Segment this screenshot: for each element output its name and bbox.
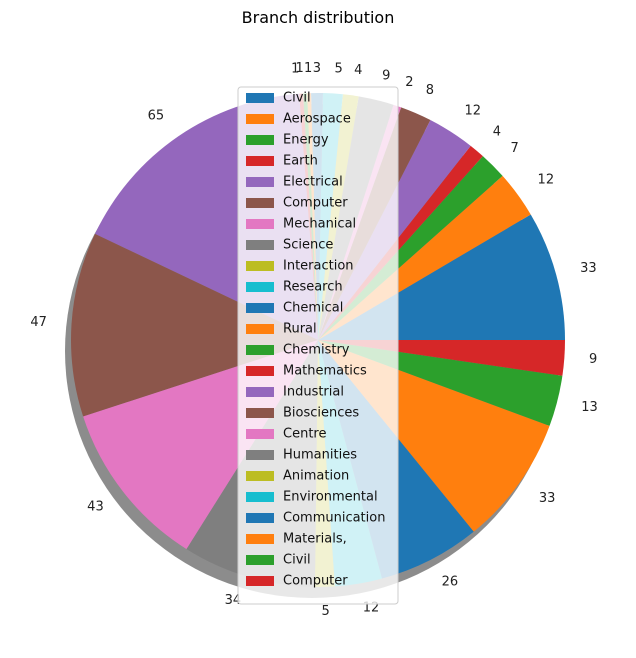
legend-label-15: Biosciences [283,406,359,421]
chart-title: Branch distribution [242,8,395,27]
legend-label-1: Aerospace [283,112,351,127]
legend-label-22: Civil [283,553,311,568]
slice-value-label-21: 33 [539,491,556,506]
slice-value-label-23: 9 [589,352,597,367]
legend-label-4: Electrical [283,175,343,190]
slice-value-label-10: 3 [313,61,321,76]
legend: Civil Aerospace Energy Earth Electrical Compu… [237,86,399,605]
legend-label-3: Earth [283,154,318,169]
slice-value-label-12: 1 [295,61,303,76]
legend-label-2: Energy [283,133,329,148]
legend-label-17: Humanities [283,448,357,463]
legend-swatch-3 [246,156,274,166]
legend-swatch-2 [246,135,274,145]
legend-swatch-6 [246,219,274,229]
legend-swatch-1 [246,114,274,124]
slice-value-label-14: 65 [148,109,165,124]
legend-swatch-10 [246,303,274,313]
legend-label-12: Chemistry [283,343,350,358]
legend-label-7: Science [283,238,333,253]
legend-swatch-14 [246,387,274,397]
legend-swatch-13 [246,366,274,376]
legend-swatch-22 [246,555,274,565]
legend-swatch-7 [246,240,274,250]
legend-label-10: Chemical [283,301,343,316]
slice-value-label-9: 5 [334,61,342,76]
pie-slice-15 [70,233,318,417]
legend-label-20: Communication [283,511,385,526]
legend-label-9: Research [283,280,343,295]
legend-label-21: Materials, [283,532,347,547]
slice-value-label-20: 26 [442,574,459,589]
legend-label-14: Industrial [283,385,344,400]
legend-swatch-16 [246,429,274,439]
legend-swatch-17 [246,450,274,460]
legend-label-6: Mechanical [283,217,356,232]
slice-value-label-7: 9 [382,68,390,83]
slice-value-label-1: 12 [538,172,555,187]
legend-swatch-8 [246,261,274,271]
legend-swatch-20 [246,513,274,523]
legend-swatch-4 [246,177,274,187]
slice-value-label-2: 7 [511,141,519,156]
slice-value-label-5: 8 [426,83,434,98]
slice-value-label-17: 34 [225,593,242,608]
legend-label-19: Environmental [283,490,378,505]
slice-value-label-4: 12 [464,104,481,119]
slice-value-label-15: 47 [30,315,47,330]
slice-value-label-13: 1 [291,61,299,76]
legend-swatch-12 [246,345,274,355]
slice-value-label-0: 33 [580,261,597,276]
legend-swatch-18 [246,471,274,481]
slice-value-label-8: 4 [354,63,362,78]
legend-label-11: Rural [283,322,317,337]
legend-label-0: Civil [283,91,311,106]
legend-label-23: Computer [283,574,348,589]
legend-swatch-9 [246,282,274,292]
slice-value-label-16: 43 [87,500,104,515]
legend-swatch-0 [246,93,274,103]
legend-label-13: Mathematics [283,364,367,379]
legend-swatch-15 [246,408,274,418]
slice-value-label-22: 13 [581,400,598,415]
slice-value-label-18: 5 [322,604,330,619]
legend-label-16: Centre [283,427,326,442]
slice-value-label-3: 4 [493,124,501,139]
legend-label-18: Animation [283,469,349,484]
legend-swatch-19 [246,492,274,502]
legend-swatch-23 [246,576,274,586]
slice-value-label-11: 1 [304,61,312,76]
legend-box [237,86,399,605]
slice-value-label-6: 2 [405,75,413,90]
legend-label-8: Interaction [283,259,354,274]
legend-swatch-5 [246,198,274,208]
legend-swatch-11 [246,324,274,334]
legend-label-5: Computer [283,196,348,211]
legend-swatch-21 [246,534,274,544]
